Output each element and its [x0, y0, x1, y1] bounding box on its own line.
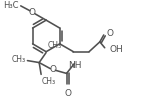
Text: OH: OH — [110, 45, 123, 54]
Text: CH₃: CH₃ — [42, 77, 56, 86]
Text: CH₃: CH₃ — [11, 55, 25, 64]
Text: O: O — [49, 65, 56, 74]
Text: H₃C: H₃C — [3, 1, 19, 10]
Text: NH: NH — [68, 61, 81, 70]
Text: O: O — [64, 89, 71, 98]
Text: O: O — [107, 29, 114, 38]
Text: CH₃: CH₃ — [48, 41, 62, 50]
Text: O: O — [29, 8, 36, 17]
